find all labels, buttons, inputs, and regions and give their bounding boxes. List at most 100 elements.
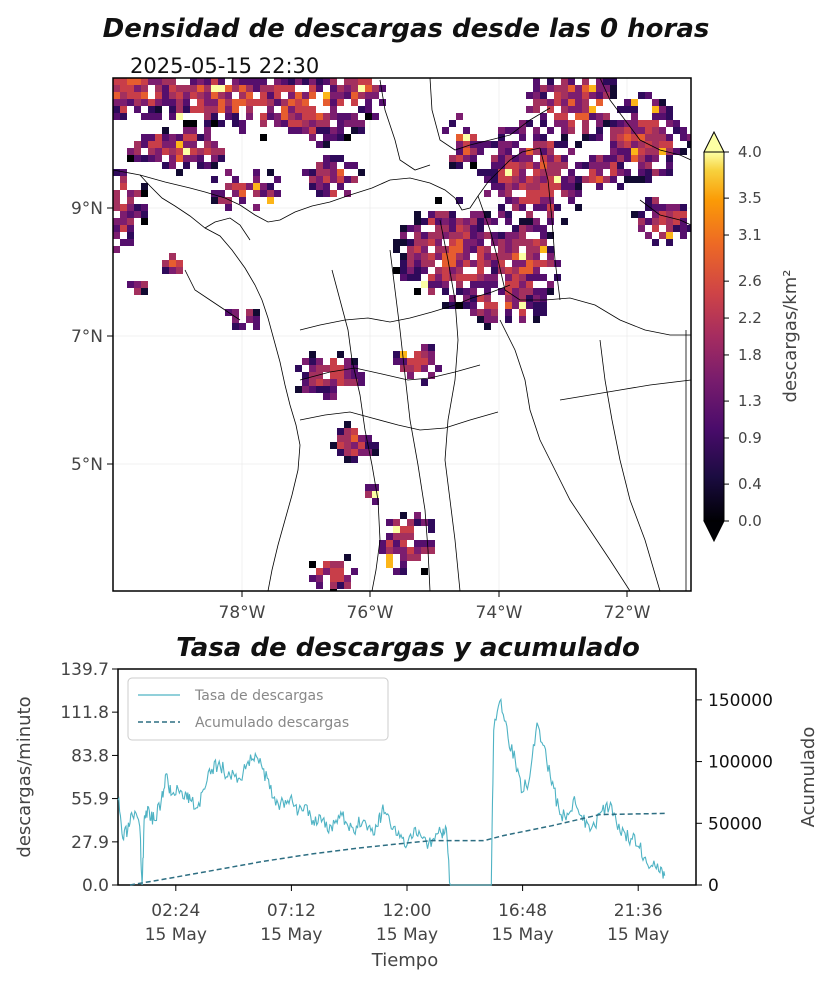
density-cell (631, 127, 638, 134)
lat-tick-label: 9°N (71, 199, 103, 219)
density-cell (309, 372, 316, 379)
density-cell (652, 197, 659, 204)
density-cell (568, 197, 575, 204)
density-cell (120, 225, 127, 232)
density-cell (421, 253, 428, 260)
density-cell (393, 568, 400, 575)
density-cell (631, 106, 638, 113)
density-cell (582, 78, 589, 85)
density-cell (323, 134, 330, 141)
density-cell (505, 274, 512, 281)
density-cell (113, 197, 120, 204)
density-cell (666, 239, 673, 246)
density-cell (365, 99, 372, 106)
density-cell (470, 134, 477, 141)
density-cell (526, 183, 533, 190)
density-cell (358, 85, 365, 92)
density-cell (316, 78, 323, 85)
density-cell (407, 365, 414, 372)
density-cell (470, 295, 477, 302)
density-cell (631, 113, 638, 120)
density-cell (295, 106, 302, 113)
density-cell (183, 155, 190, 162)
density-cell (316, 127, 323, 134)
density-cell (568, 148, 575, 155)
density-cell (155, 85, 162, 92)
density-cell (512, 176, 519, 183)
density-cell (274, 190, 281, 197)
density-cell (449, 274, 456, 281)
density-cell (470, 274, 477, 281)
density-cell (638, 211, 645, 218)
density-cell (582, 162, 589, 169)
density-cell (176, 169, 183, 176)
density-cell (218, 120, 225, 127)
density-cell (183, 127, 190, 134)
density-cell (428, 218, 435, 225)
density-cell (288, 127, 295, 134)
density-cell (463, 225, 470, 232)
density-cell (141, 155, 148, 162)
density-cell (309, 365, 316, 372)
right-tick-label: 0 (708, 876, 719, 896)
density-cell (540, 148, 547, 155)
time-tick-label: 07:12 (267, 901, 316, 921)
density-cell (190, 141, 197, 148)
density-cell (680, 211, 687, 218)
time-axis-label: Tiempo (371, 950, 439, 971)
density-cell (141, 281, 148, 288)
density-cell (239, 99, 246, 106)
density-cell (533, 141, 540, 148)
density-cell (505, 239, 512, 246)
density-cell (127, 281, 134, 288)
density-cell (344, 134, 351, 141)
density-cell (540, 169, 547, 176)
density-cell (337, 561, 344, 568)
density-cell (526, 267, 533, 274)
density-cell (568, 176, 575, 183)
density-cell (330, 379, 337, 386)
density-cell (127, 148, 134, 155)
time-tick-date: 15 May (607, 925, 669, 945)
density-cell (134, 190, 141, 197)
density-cell (456, 162, 463, 169)
density-cell (568, 99, 575, 106)
density-cell (407, 225, 414, 232)
density-cell (127, 155, 134, 162)
density-cell (519, 155, 526, 162)
density-cell (652, 134, 659, 141)
density-cell (526, 225, 533, 232)
density-cell (540, 99, 547, 106)
density-cell (365, 435, 372, 442)
density-cell (162, 267, 169, 274)
density-cell (351, 435, 358, 442)
density-cell (582, 176, 589, 183)
density-cell (316, 358, 323, 365)
density-cell (211, 162, 218, 169)
density-cell (561, 141, 568, 148)
density-cell (547, 148, 554, 155)
density-cell (575, 113, 582, 120)
density-cell (547, 211, 554, 218)
density-cell (484, 253, 491, 260)
density-cell (246, 113, 253, 120)
density-cell (512, 141, 519, 148)
coastlines-borders (113, 78, 691, 591)
density-cell (512, 169, 519, 176)
density-cell (204, 120, 211, 127)
density-cell (533, 85, 540, 92)
density-cell (253, 204, 260, 211)
density-cell (603, 120, 610, 127)
density-cell (190, 148, 197, 155)
density-cell (680, 225, 687, 232)
density-cell (169, 78, 176, 85)
density-cell (519, 120, 526, 127)
density-cell (470, 309, 477, 316)
density-cell (449, 162, 456, 169)
density-cell (652, 120, 659, 127)
density-cell (295, 99, 302, 106)
density-cell (533, 309, 540, 316)
density-cell (533, 302, 540, 309)
density-cell (582, 134, 589, 141)
density-cell (428, 344, 435, 351)
